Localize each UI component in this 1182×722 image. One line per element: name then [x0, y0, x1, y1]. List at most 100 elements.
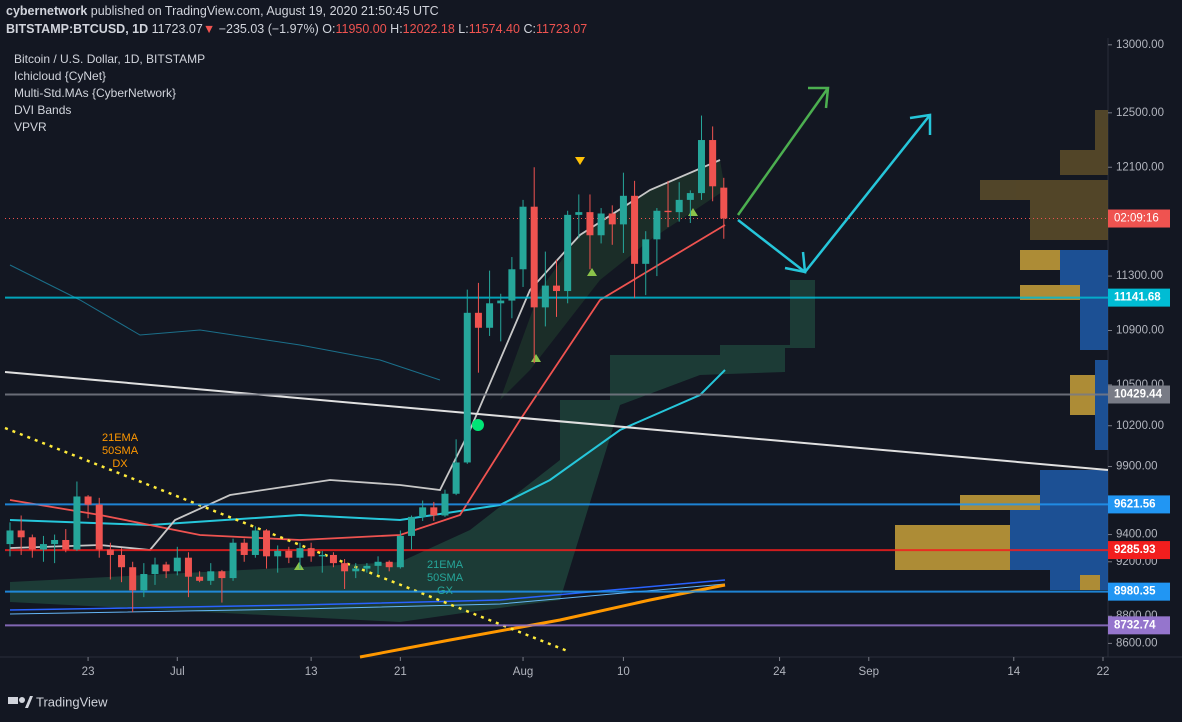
c-value: 11723.07 [536, 22, 587, 36]
price-tag-label: 9621.56 [1114, 498, 1156, 510]
x-tick-label: Aug [513, 666, 533, 678]
legend-item: DVI Bands [14, 103, 71, 117]
candle-body [240, 542, 248, 555]
candle-body [173, 557, 181, 572]
candle-body [151, 564, 159, 575]
candle-body [251, 530, 259, 555]
candle-body [452, 462, 460, 494]
candle-body [586, 212, 594, 236]
y-tick-label: 10900.00 [1116, 325, 1164, 337]
volume-profile [895, 110, 1108, 590]
candle-body [686, 193, 694, 200]
annotation: 50SMA [427, 572, 464, 584]
candle-body [318, 554, 326, 557]
y-tick-label: 9400.00 [1116, 529, 1158, 541]
candle-body [341, 563, 349, 572]
change-arrow: ▼ [203, 22, 215, 36]
legend-item: Multi-Std.MAs {CyberNetwork} [14, 86, 176, 100]
candle-body [519, 206, 527, 270]
candle-body [129, 567, 137, 591]
symbol: BITSTAMP:BTCUSD, 1D [6, 22, 148, 36]
candle-body [508, 269, 516, 301]
candle-body [263, 530, 271, 557]
legend-item: VPVR [14, 120, 47, 134]
candle-body [140, 574, 148, 591]
candle-body [675, 199, 683, 213]
candle-body [106, 549, 114, 555]
candle-body [642, 239, 650, 264]
candle-body [39, 544, 47, 550]
symbol-line: BITSTAMP:BTCUSD, 1D 11723.07 ▼ −235.03 (−… [6, 22, 587, 36]
candle-body [564, 214, 572, 292]
price-tag-label: 11141.68 [1114, 292, 1161, 304]
candle-body [6, 530, 14, 545]
header-bar [0, 0, 1182, 38]
candle-body [51, 540, 59, 545]
candle-body [296, 548, 304, 558]
countdown-label: 02:09:16 [1114, 213, 1159, 225]
candle-body [285, 550, 293, 558]
ema-21 [9, 224, 726, 541]
candle-body [184, 557, 192, 577]
candle-body [664, 210, 672, 213]
annotation: 21EMA [427, 559, 464, 571]
candle-body [597, 213, 605, 236]
candle-body [697, 140, 705, 194]
candle-body [619, 195, 627, 225]
candle-body [218, 571, 226, 579]
candle-body [463, 312, 471, 463]
candle-body [408, 516, 416, 536]
h-value: 12022.18 [403, 22, 455, 36]
x-tick-label: 22 [1097, 666, 1110, 678]
candle-body [329, 554, 337, 564]
candle-body [73, 496, 81, 550]
candle-body [84, 496, 92, 505]
ichimoku-cloud [10, 280, 815, 622]
candle-body [274, 550, 282, 557]
candle-body [17, 530, 25, 538]
y-tick-label: 11300.00 [1116, 270, 1163, 282]
l-value: 11574.40 [469, 22, 520, 36]
price-tag [1108, 288, 1170, 307]
price-tag [1108, 385, 1170, 404]
candle-body [307, 548, 315, 557]
annotation: 50SMA [102, 445, 139, 457]
price-tag-label: 8980.35 [1114, 586, 1156, 598]
c-label: C: [523, 22, 536, 36]
price-tag-label: 8732.74 [1114, 619, 1156, 631]
annotation: GX [437, 585, 454, 597]
ma-gray [9, 159, 721, 551]
l-label: L: [458, 22, 468, 36]
candle-body [196, 576, 204, 581]
x-tick-label: 14 [1007, 666, 1020, 678]
candle-body [229, 542, 237, 579]
candle-body [62, 540, 70, 550]
price-tag [1108, 495, 1170, 514]
published: published on TradingView.com, August 19,… [91, 4, 439, 18]
candle-body [396, 535, 404, 568]
y-tick-label: 12100.00 [1116, 161, 1164, 173]
x-tick-label: 21 [394, 666, 407, 678]
header-line: cybernetwork published on TradingView.co… [6, 4, 439, 18]
candle-body [720, 187, 728, 219]
legend-item: Bitcoin / U.S. Dollar, 1D, BITSTAMP [14, 52, 205, 66]
change: −235.03 (−1.97%) [219, 22, 319, 36]
x-tick-label: 13 [305, 666, 318, 678]
candle-body [162, 564, 170, 572]
price-tag-label: 10429.44 [1114, 389, 1163, 401]
candle-body [608, 213, 616, 225]
candle-body [419, 507, 427, 517]
y-tick-label: 9900.00 [1116, 461, 1158, 473]
candle-body [363, 565, 371, 569]
dvi-upper [9, 264, 441, 381]
candle-body [497, 300, 505, 304]
trendline [4, 371, 1109, 471]
x-tick-label: 10 [617, 666, 630, 678]
candle-body [631, 195, 639, 264]
footer-brand: TradingView [36, 694, 108, 709]
y-tick-label: 12500.00 [1116, 107, 1164, 119]
y-tick-label: 10200.00 [1116, 420, 1164, 432]
candle-body [486, 303, 494, 328]
